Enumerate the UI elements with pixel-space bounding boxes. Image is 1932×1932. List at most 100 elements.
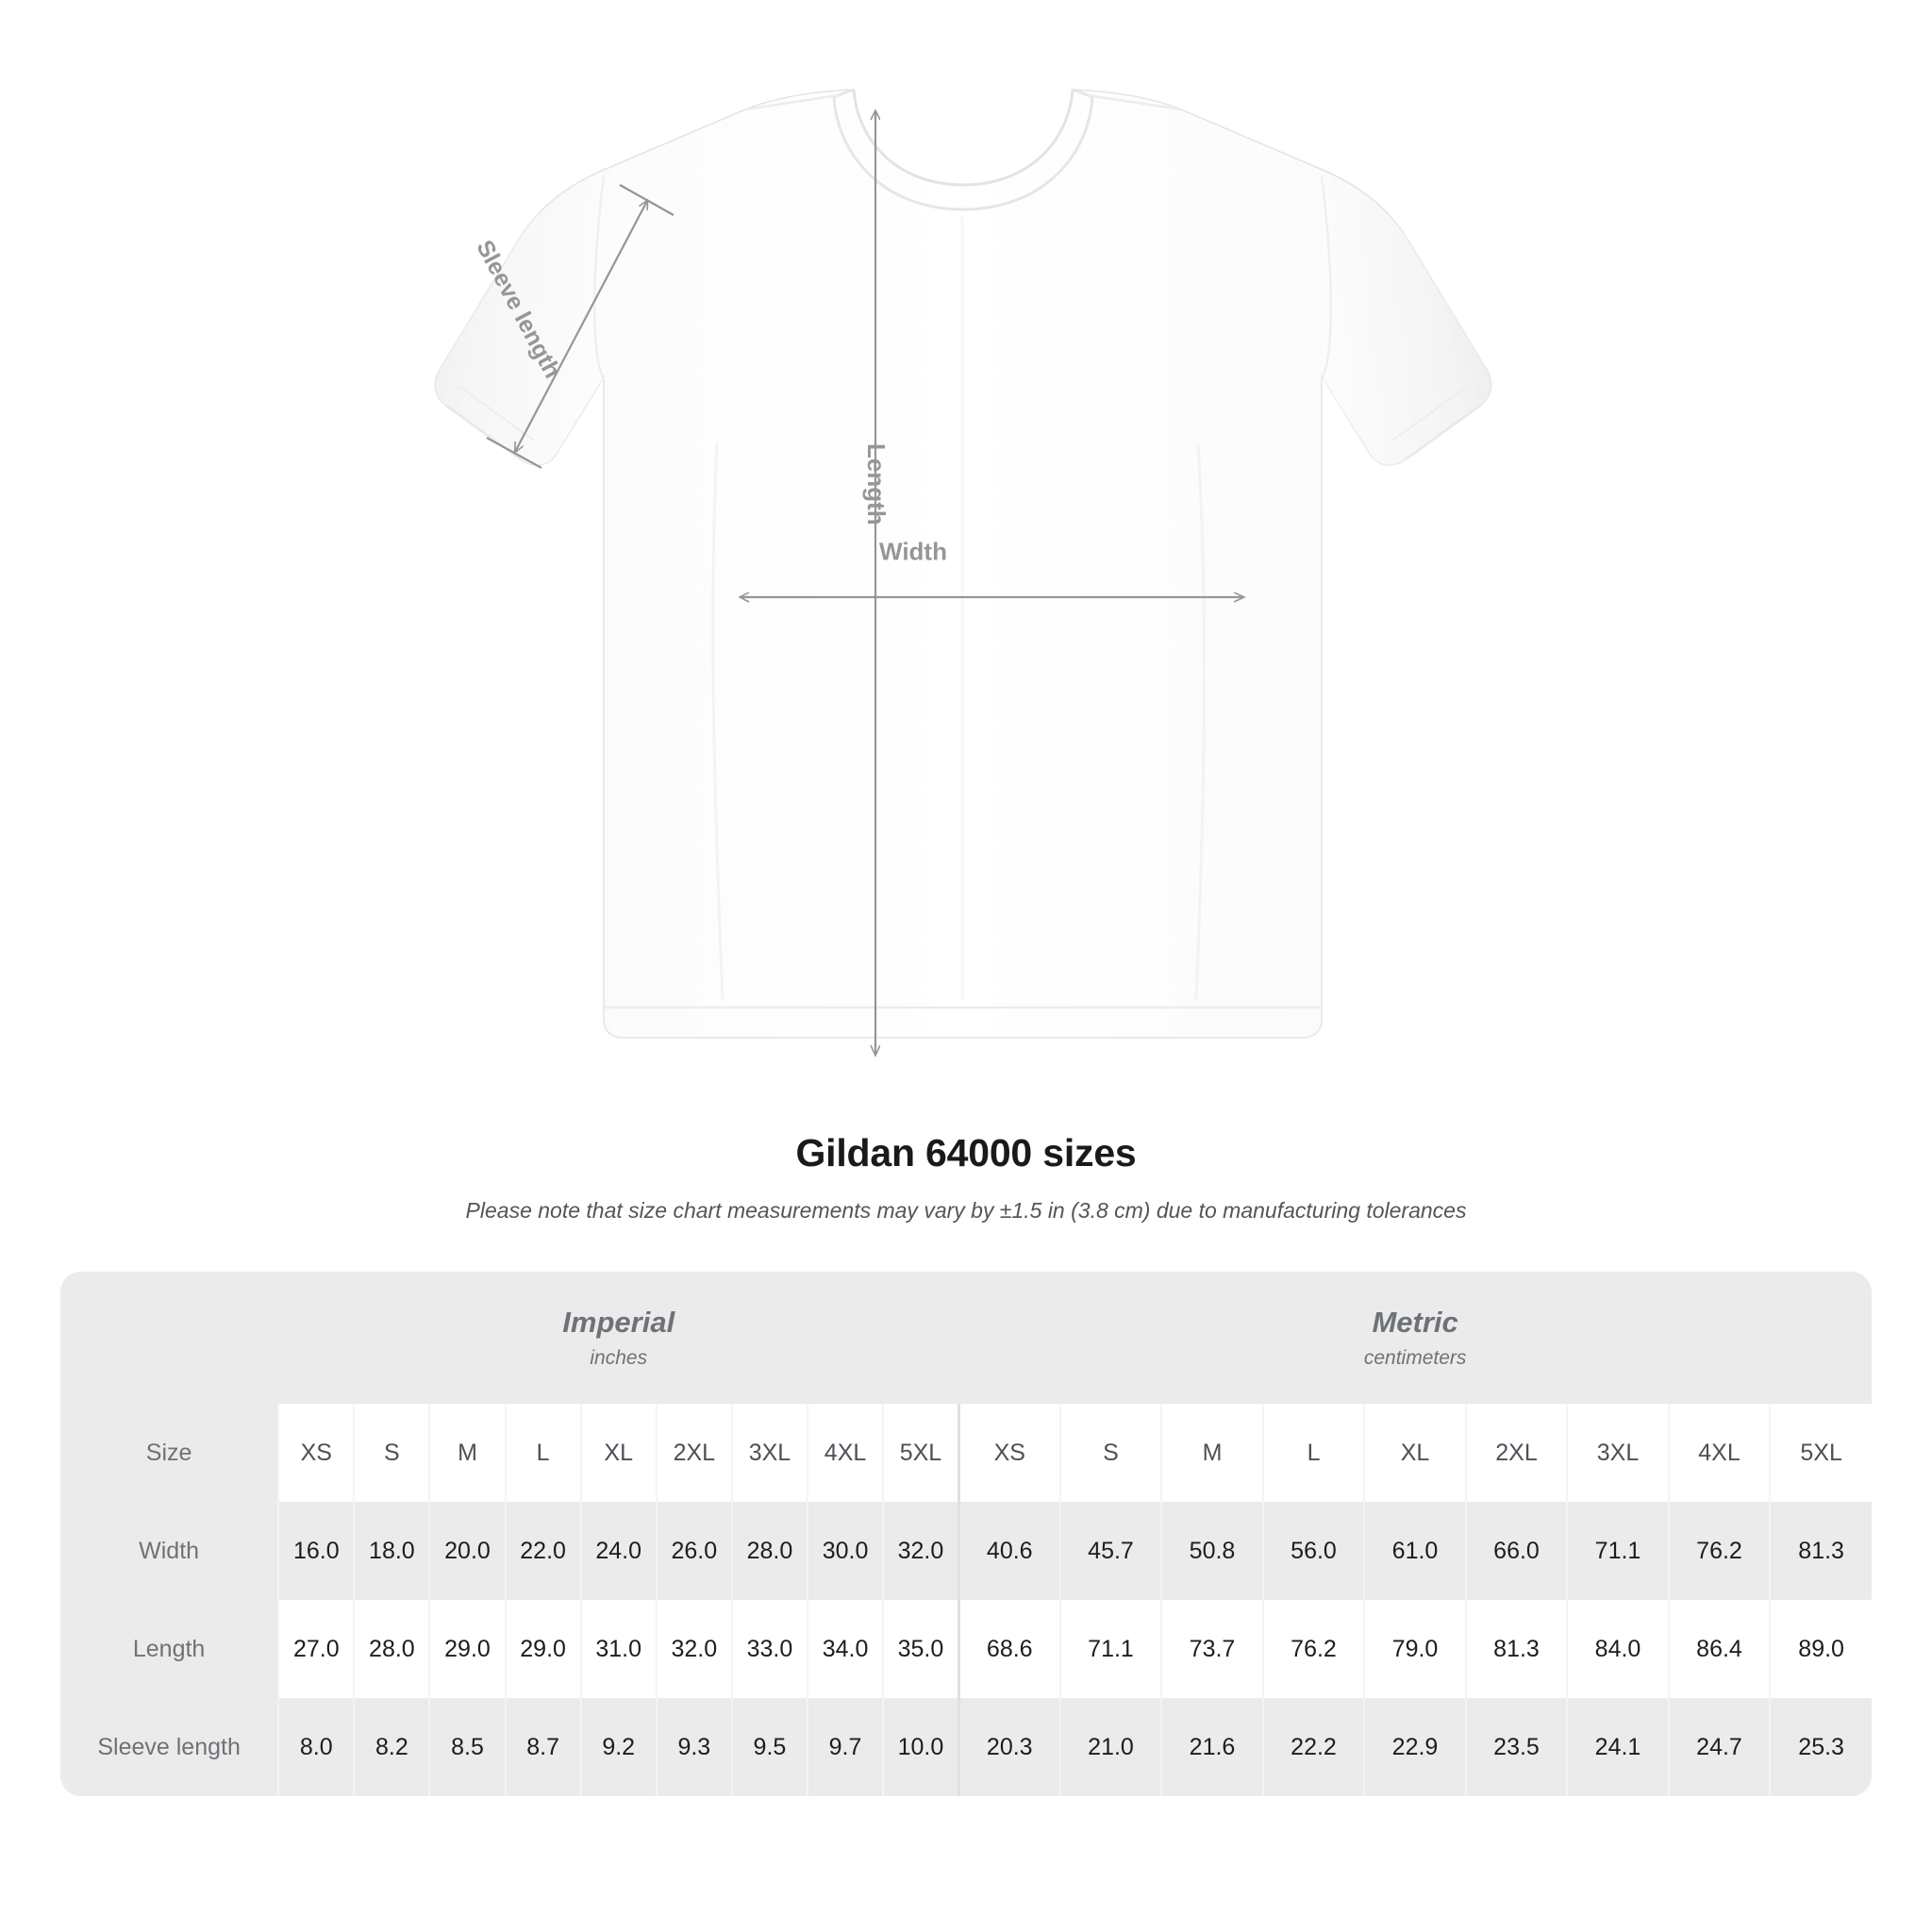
cell-sleeve-imperial-m: 8.5 [428, 1698, 506, 1796]
cell-width-metric-4xl: 76.2 [1667, 1502, 1771, 1600]
size-header-metric-s: S [1058, 1404, 1162, 1502]
tshirt-diagram [434, 88, 1492, 1113]
cell-length-metric-5xl: 89.0 [1769, 1600, 1872, 1698]
length-dimension-label: Length [862, 443, 891, 525]
size-header-metric-xs: XS [957, 1404, 1060, 1502]
cell-length-metric-4xl: 86.4 [1667, 1600, 1771, 1698]
page-title: Gildan 64000 sizes [795, 1131, 1137, 1174]
cell-width-imperial-5xl: 32.0 [882, 1502, 959, 1600]
cell-sleeve-imperial-3xl: 9.5 [730, 1698, 808, 1796]
unit-group-row: Imperial inches Metric centimeters [60, 1272, 1872, 1404]
cell-width-metric-xs: 40.6 [957, 1502, 1060, 1600]
size-header-row: Size XS S M L XL 2XL 3XL 4XL 5XL XS S M … [60, 1404, 1872, 1502]
size-header-label: Size [60, 1404, 279, 1502]
cell-length-metric-xs: 68.6 [957, 1600, 1060, 1698]
cell-length-imperial-2xl: 32.0 [655, 1600, 732, 1698]
cell-width-metric-xl: 61.0 [1363, 1502, 1466, 1600]
size-header-metric-5xl: 5XL [1769, 1404, 1872, 1502]
size-header-imperial-2xl: 2XL [655, 1404, 732, 1502]
unit-group-metric-name: Metric [1372, 1305, 1458, 1339]
garment-illustration: Width Length Sleeve length [434, 88, 1492, 1113]
size-header-metric-l: L [1261, 1404, 1365, 1502]
cell-width-metric-s: 45.7 [1058, 1502, 1162, 1600]
cell-length-imperial-xl: 31.0 [579, 1600, 657, 1698]
row-label-sleeve-length: Sleeve length [60, 1698, 279, 1796]
size-header-metric-xl: XL [1363, 1404, 1466, 1502]
cell-sleeve-metric-5xl: 25.3 [1769, 1698, 1872, 1796]
cell-sleeve-imperial-xl: 9.2 [579, 1698, 657, 1796]
cell-width-imperial-2xl: 26.0 [655, 1502, 732, 1600]
cell-length-metric-s: 71.1 [1058, 1600, 1162, 1698]
cell-width-imperial-m: 20.0 [428, 1502, 506, 1600]
size-header-imperial-l: L [504, 1404, 581, 1502]
dimension-lines [486, 111, 1243, 1055]
cell-sleeve-imperial-l: 8.7 [504, 1698, 581, 1796]
width-dimension-label: Width [879, 537, 947, 566]
table-row: Sleeve length 8.0 8.2 8.5 8.7 9.2 9.3 9.… [60, 1698, 1872, 1796]
size-header-imperial-xl: XL [579, 1404, 657, 1502]
cell-sleeve-metric-s: 21.0 [1058, 1698, 1162, 1796]
table-row: Width 16.0 18.0 20.0 22.0 24.0 26.0 28.0… [60, 1502, 1872, 1600]
cell-length-imperial-xs: 27.0 [277, 1600, 355, 1698]
cell-width-metric-m: 50.8 [1160, 1502, 1263, 1600]
cell-sleeve-metric-xs: 20.3 [957, 1698, 1060, 1796]
size-header-imperial-s: S [353, 1404, 430, 1502]
size-chart-header: Gildan 64000 sizes Please note that size… [0, 1130, 1932, 1225]
tshirt-body-shape [434, 88, 1492, 1039]
sleeve-tick-top [619, 184, 675, 216]
cell-length-imperial-4xl: 34.0 [806, 1600, 884, 1698]
size-header-imperial-xs: XS [277, 1404, 355, 1502]
cell-sleeve-imperial-2xl: 9.3 [655, 1698, 732, 1796]
cell-sleeve-metric-3xl: 24.1 [1566, 1698, 1669, 1796]
tolerance-note: Please note that size chart measurements… [465, 1198, 1467, 1224]
size-table-container: Imperial inches Metric centimeters Size … [60, 1272, 1872, 1796]
cell-width-metric-l: 56.0 [1261, 1502, 1365, 1600]
unit-spacer-cell [60, 1272, 279, 1404]
size-table: Imperial inches Metric centimeters Size … [60, 1272, 1872, 1796]
cell-sleeve-metric-l: 22.2 [1261, 1698, 1365, 1796]
row-label-length: Length [60, 1600, 279, 1698]
row-label-width: Width [60, 1502, 279, 1600]
sleeve-dimension-line [515, 201, 647, 452]
cell-sleeve-metric-xl: 22.9 [1363, 1698, 1466, 1796]
size-header-imperial-m: M [428, 1404, 506, 1502]
cell-length-imperial-s: 28.0 [353, 1600, 430, 1698]
cell-width-imperial-xs: 16.0 [277, 1502, 355, 1600]
size-header-imperial-4xl: 4XL [806, 1404, 884, 1502]
cell-length-imperial-3xl: 33.0 [730, 1600, 808, 1698]
unit-group-imperial-sub: inches [590, 1347, 648, 1370]
cell-length-metric-l: 76.2 [1261, 1600, 1365, 1698]
unit-group-imperial: Imperial inches [278, 1272, 959, 1404]
cell-length-metric-3xl: 84.0 [1566, 1600, 1669, 1698]
sleeve-tick-bottom [486, 437, 542, 469]
cell-length-metric-xl: 79.0 [1363, 1600, 1466, 1698]
cell-sleeve-metric-2xl: 23.5 [1464, 1698, 1568, 1796]
cell-width-imperial-l: 22.0 [504, 1502, 581, 1600]
cell-sleeve-metric-4xl: 24.7 [1667, 1698, 1771, 1796]
cell-sleeve-imperial-5xl: 10.0 [882, 1698, 959, 1796]
cell-sleeve-metric-m: 21.6 [1160, 1698, 1263, 1796]
unit-group-imperial-name: Imperial [562, 1305, 675, 1339]
cell-width-imperial-3xl: 28.0 [730, 1502, 808, 1600]
cell-sleeve-imperial-s: 8.2 [353, 1698, 430, 1796]
cell-length-imperial-5xl: 35.0 [882, 1600, 959, 1698]
cell-width-imperial-4xl: 30.0 [806, 1502, 884, 1600]
cell-width-metric-5xl: 81.3 [1769, 1502, 1872, 1600]
cell-length-metric-2xl: 81.3 [1464, 1600, 1568, 1698]
cell-sleeve-imperial-4xl: 9.7 [806, 1698, 884, 1796]
size-header-imperial-3xl: 3XL [730, 1404, 808, 1502]
size-header-imperial-5xl: 5XL [882, 1404, 959, 1502]
size-header-metric-m: M [1160, 1404, 1263, 1502]
size-header-metric-4xl: 4XL [1667, 1404, 1771, 1502]
table-row: Length 27.0 28.0 29.0 29.0 31.0 32.0 33.… [60, 1600, 1872, 1698]
cell-length-imperial-l: 29.0 [504, 1600, 581, 1698]
cell-width-imperial-xl: 24.0 [579, 1502, 657, 1600]
size-header-metric-2xl: 2XL [1464, 1404, 1568, 1502]
unit-group-metric: Metric centimeters [958, 1272, 1872, 1404]
cell-width-imperial-s: 18.0 [353, 1502, 430, 1600]
cell-sleeve-imperial-xs: 8.0 [277, 1698, 355, 1796]
cell-width-metric-2xl: 66.0 [1464, 1502, 1568, 1600]
unit-group-metric-sub: centimeters [1363, 1347, 1467, 1370]
cell-length-imperial-m: 29.0 [428, 1600, 506, 1698]
cell-length-metric-m: 73.7 [1160, 1600, 1263, 1698]
